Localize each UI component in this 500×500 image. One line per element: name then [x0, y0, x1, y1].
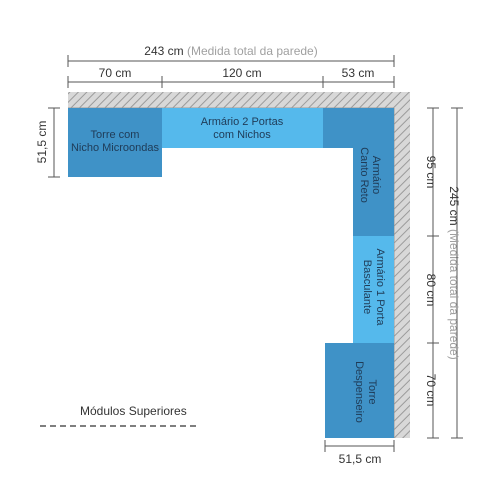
top-segment-dimensions: 70 cm 120 cm 53 cm: [67, 66, 395, 88]
right-segment-dimensions: 95 cm 80 cm 70 cm: [424, 107, 439, 439]
torre-microondas-module: [68, 108, 162, 177]
upper-modules: [68, 108, 394, 438]
left-height-dimension: 51,5 cm: [35, 107, 60, 178]
right-middle-dimension: 80 cm: [424, 274, 438, 307]
torre-despenseiro-module: [325, 343, 394, 438]
legend-label: Módulos Superiores: [80, 404, 187, 418]
right-lower-dimension: 70 cm: [424, 374, 438, 407]
top-middle-dimension: 120 cm: [222, 66, 261, 80]
right-total-value: 245 cm: [447, 186, 461, 225]
armario-2-portas-label-line2: com Nichos: [213, 129, 271, 141]
top-total-value: 243 cm: [144, 44, 183, 58]
torre-microondas-label-line2: Nicho Microondas: [71, 142, 160, 154]
torre-despenseiro-label-line1: Torre: [366, 379, 378, 404]
top-left-dimension: 70 cm: [99, 66, 132, 80]
torre-microondas-label-line1: Torre com: [91, 129, 140, 141]
armario-canto-label-line1: Armário: [370, 156, 382, 195]
armario-basculante-module: [353, 236, 394, 343]
top-total-note: (Medida total da parede): [187, 44, 318, 58]
svg-text:243 cm (Medida total da: 243 cm (Medida total da parede): [144, 44, 317, 58]
bottom-width-value: 51,5 cm: [339, 452, 382, 466]
right-total-note: (Medida total da parede): [447, 229, 461, 360]
armario-basculante-label-line1: Armário 1 Porta: [374, 248, 386, 326]
armario-canto-reto-module-side: [353, 148, 394, 236]
svg-text:245 cm (Medida total da: 245 cm (Medida total da parede): [447, 186, 461, 359]
bottom-width-dimension: 51,5 cm: [324, 440, 395, 466]
top-total-dimension: 243 cm (Medida total da parede): [67, 44, 395, 67]
armario-basculante-label-line2: Basculante: [361, 260, 373, 314]
armario-canto-reto-module: [323, 108, 394, 148]
right-total-dimension: 245 cm (Medida total da parede): [447, 107, 463, 439]
top-right-dimension: 53 cm: [342, 66, 375, 80]
armario-2-portas-label-line1: Armário 2 Portas: [201, 116, 284, 128]
armario-canto-label-line2: Canto Reto: [358, 147, 370, 203]
torre-despenseiro-label-line2: Despenseiro: [353, 361, 365, 423]
armario-2-portas-module: [162, 108, 323, 148]
right-upper-dimension: 95 cm: [424, 156, 438, 189]
left-height-value: 51,5 cm: [35, 121, 49, 164]
legend: Módulos Superiores: [40, 404, 197, 427]
